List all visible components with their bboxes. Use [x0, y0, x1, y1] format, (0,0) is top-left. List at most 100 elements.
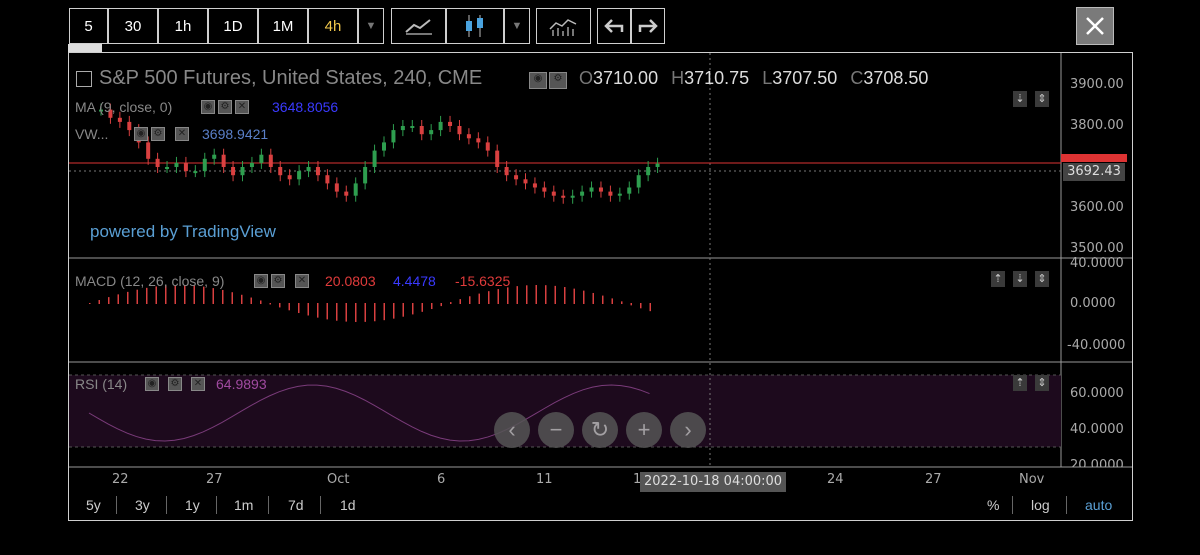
macd-maximize-button[interactable]: ⇕ — [1035, 271, 1049, 287]
rsi-move-up-button[interactable]: ⇡ — [1013, 375, 1027, 391]
candle — [419, 126, 424, 135]
zoom-out-button[interactable]: − — [538, 412, 574, 448]
macd-bar — [345, 303, 347, 322]
collapse-legend-button[interactable] — [76, 71, 92, 87]
scroll-right-button[interactable]: › — [670, 412, 706, 448]
macd-label: MACD (12, 26, close, 9) — [75, 273, 225, 289]
macd-bar — [621, 301, 623, 304]
chart-canvas[interactable] — [69, 53, 1132, 520]
macd-bar — [630, 303, 632, 306]
ma-settings-button[interactable]: ⚙ — [218, 100, 232, 114]
macd-value-histogram: 20.0803 — [325, 273, 376, 289]
reset-zoom-button[interactable]: ↻ — [582, 412, 618, 448]
powered-by-label[interactable]: powered by TradingView — [90, 222, 276, 241]
vwap-visibility-button[interactable]: ◉ — [134, 127, 148, 141]
ma-remove-button[interactable]: ✕ — [235, 100, 249, 114]
macd-bar — [117, 294, 119, 304]
rsi-visibility-button[interactable]: ◉ — [145, 377, 159, 391]
candle — [504, 167, 509, 176]
series-settings-button[interactable]: ⚙ — [549, 72, 567, 89]
log-scale-button[interactable]: log — [1031, 497, 1050, 513]
candle — [551, 191, 556, 196]
macd-bar — [564, 287, 566, 304]
macd-value-signal: -15.6325 — [455, 273, 511, 289]
zoom-in-button[interactable]: + — [626, 412, 662, 448]
undo-button[interactable] — [597, 8, 631, 44]
rsi-settings-button[interactable]: ⚙ — [168, 377, 182, 391]
macd-bar — [279, 303, 281, 308]
hide-series-button[interactable]: ◉ — [529, 72, 547, 89]
candle — [542, 187, 547, 192]
vwap-label: VW... — [75, 126, 109, 142]
auto-scale-button[interactable]: auto — [1085, 497, 1113, 513]
macd-bar — [165, 285, 167, 304]
interval-dropdown-button[interactable]: ▼ — [358, 8, 384, 44]
candle — [183, 162, 188, 172]
rsi-remove-button[interactable]: ✕ — [191, 377, 205, 391]
macd-bar — [554, 285, 556, 304]
candle — [231, 167, 236, 176]
indicators-button[interactable] — [536, 8, 591, 44]
ohlc-readout: O3710.00 H3710.75 L3707.50 C3708.50 — [579, 68, 929, 88]
candle — [655, 163, 660, 167]
redo-button[interactable] — [631, 8, 665, 44]
macd-bar — [98, 300, 100, 304]
interval-1m-button[interactable]: 1M — [258, 8, 308, 44]
time-tick: 6 — [437, 472, 446, 487]
crosshair-time-label: 2022-10-18 04:00:00 — [640, 472, 787, 492]
interval-1h-button[interactable]: 1h — [158, 8, 208, 44]
redo-icon — [638, 19, 658, 33]
macd-bar — [241, 294, 243, 304]
candle — [193, 171, 198, 174]
range-1m-button[interactable]: 1m — [234, 497, 254, 513]
close-button[interactable] — [1076, 7, 1114, 45]
macd-visibility-button[interactable]: ◉ — [254, 274, 268, 288]
line-chart-button[interactable] — [391, 8, 446, 44]
undo-icon — [604, 19, 624, 33]
candle — [325, 175, 330, 184]
range-3y-button[interactable]: 3y — [135, 497, 150, 513]
range-1y-button[interactable]: 1y — [185, 497, 200, 513]
scroll-left-button[interactable]: ‹ — [494, 412, 530, 448]
rsi-label: RSI (14) — [75, 376, 128, 392]
candle — [382, 142, 386, 151]
candlestick-button[interactable] — [446, 8, 504, 44]
range-1d-button[interactable]: 1d — [340, 497, 356, 513]
vwap-remove-button[interactable]: ✕ — [175, 127, 189, 141]
interval-5-button[interactable]: 5 — [69, 8, 108, 44]
interval-1d-button[interactable]: 1D — [208, 8, 258, 44]
macd-bar — [336, 303, 338, 321]
macd-bar — [250, 297, 252, 304]
chart-type-dropdown-button[interactable]: ▼ — [504, 8, 530, 44]
maximize-pane-button[interactable]: ⇕ — [1035, 91, 1049, 107]
range-separator — [1012, 496, 1013, 514]
macd-tick: 40.0000 — [1070, 256, 1124, 271]
interval-30-button[interactable]: 30 — [108, 8, 158, 44]
candle — [514, 175, 519, 180]
ma-visibility-button[interactable]: ◉ — [201, 100, 215, 114]
macd-move-up-button[interactable]: ⇡ — [991, 271, 1005, 287]
chart-panel[interactable]: S&P 500 Futures, United States, 240, CME… — [68, 52, 1133, 521]
rsi-maximize-button[interactable]: ⇕ — [1035, 375, 1049, 391]
macd-bar — [355, 303, 357, 322]
range-separator — [268, 496, 269, 514]
range-7d-button[interactable]: 7d — [288, 497, 304, 513]
macd-bar — [649, 303, 651, 312]
candle — [202, 158, 207, 172]
macd-move-down-button[interactable]: ⇣ — [1013, 271, 1027, 287]
move-pane-down-button[interactable]: ⇣ — [1013, 91, 1027, 107]
symbol-title: S&P 500 Futures, United States, 240, CME — [99, 67, 483, 89]
chart-type-dropdown-icon: ▼ — [511, 20, 523, 32]
macd-settings-button[interactable]: ⚙ — [271, 274, 285, 288]
candle — [561, 195, 566, 198]
candle — [495, 150, 500, 167]
macd-remove-button[interactable]: ✕ — [295, 274, 309, 288]
range-5y-button[interactable]: 5y — [86, 497, 101, 513]
macd-bar — [146, 287, 148, 304]
vwap-value: 3698.9421 — [202, 126, 269, 142]
interval-4h-button[interactable]: 4h — [308, 8, 358, 44]
macd-bar — [269, 303, 271, 305]
candle — [212, 154, 217, 159]
percent-scale-button[interactable]: % — [987, 497, 1000, 513]
vwap-settings-button[interactable]: ⚙ — [151, 127, 165, 141]
